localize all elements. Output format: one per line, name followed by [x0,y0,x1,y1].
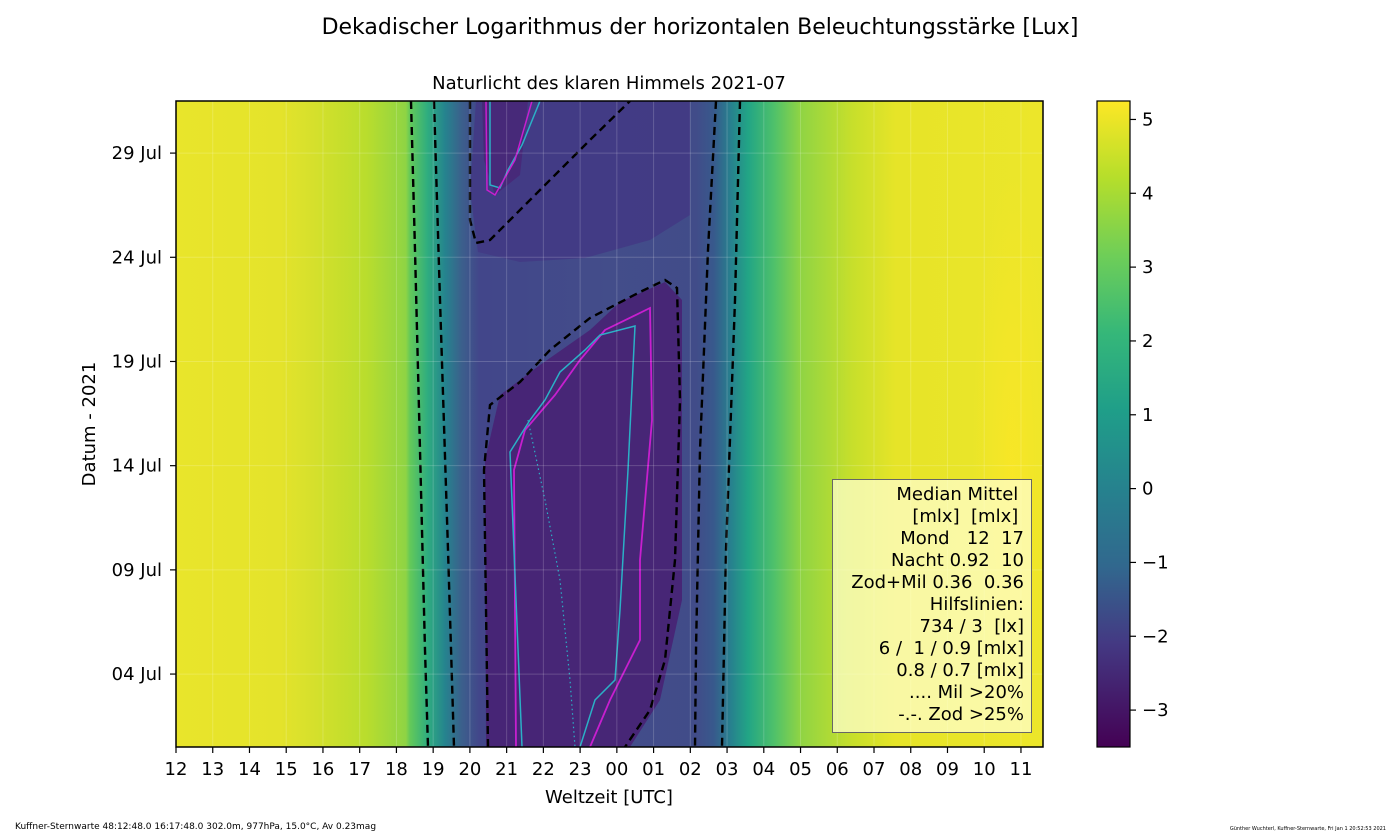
x-tick-label: 14 [238,759,261,780]
x-tick-label: 12 [165,759,188,780]
night-region-upper [470,101,690,262]
x-tick-label: 15 [275,759,298,780]
x-axis: 12 13 14 15 16 17 18 19 20 21 22 23 00 01 02 03 04 05 06 07… [165,747,1033,780]
x-tick-label: 19 [422,759,445,780]
colorbar-ticks: 5 4 3 2 1 0 −1 −2 −3 [1130,109,1169,721]
milkyway-dotted-line [527,419,576,747]
colorbar-tick-label: 4 [1142,183,1153,204]
footer-author: Günther Wuchterl, Kuffner-Sternwarte, Fr… [1229,826,1386,832]
guide-line-upper-loop [468,101,631,245]
y-tick-label: 04 Jul [112,664,162,685]
guide-line-2 [432,101,456,747]
legend-line: Hilfslinien: [929,594,1024,615]
x-tick-label: 06 [826,759,849,780]
x-tick-label: 20 [458,759,481,780]
y-axis: 04 Jul 09 Jul 14 Jul 19 Jul 24 Jul 29 Jul [112,143,176,685]
colorbar-tick-label: 1 [1142,405,1153,426]
plot-area [176,101,1043,747]
x-tick-label: 22 [532,759,555,780]
legend-line: Nacht 0.92 10 [890,550,1024,571]
y-tick-label: 09 Jul [112,560,162,581]
x-tick-label: 04 [752,759,775,780]
x-tick-label: 08 [899,759,922,780]
colorbar-tick-label: 0 [1142,479,1153,500]
chart-title: Dekadischer Logarithmus der horizontalen… [322,15,1079,40]
x-tick-label: 21 [495,759,518,780]
colorbar-tick-label: −1 [1142,552,1169,573]
colorbar-tick-label: 5 [1142,109,1153,130]
legend-line: -.-. Zod >25% [898,704,1024,725]
guide-line-4 [720,101,742,747]
y-axis-label: Datum - 2021 [79,362,100,487]
contour-magenta [513,306,653,747]
y-tick-label: 14 Jul [112,456,162,477]
x-tick-label: 03 [716,759,739,780]
night-region-lower [485,282,682,747]
x-tick-label: 13 [201,759,224,780]
legend-line: 6 / 1 / 0.9 [mlx] [878,638,1024,659]
x-tick-label: 00 [605,759,628,780]
colorbar-tick-label: 2 [1142,331,1153,352]
guide-line-lower-loop [482,278,682,747]
legend-line: 734 / 3 [lx] [919,616,1024,637]
legend-box: Median Mittel [mlx] [mlx] Mond 12 17 Nach… [832,479,1032,733]
y-tick-label: 29 Jul [112,143,162,164]
legend-line: Zod+Mil 0.36 0.36 [851,572,1024,593]
colorbar [1096,100,1131,748]
legend-line: Median Mittel [896,484,1024,505]
x-tick-label: 11 [1010,759,1033,780]
x-tick-label: 09 [936,759,959,780]
x-tick-label: 02 [679,759,702,780]
plot-frame [175,100,1044,748]
x-tick-label: 23 [569,759,592,780]
chart-subtitle: Naturlicht des klaren Himmels 2021-07 [432,73,786,94]
x-tick-label: 18 [385,759,408,780]
legend-line: .... Mil >20% [909,682,1024,703]
x-tick-label: 10 [973,759,996,780]
footer-location: Kuffner-Sternwarte 48:12:48.0 16:17:48.0… [15,822,377,832]
contour-cyan [509,325,636,747]
colorbar-tick-label: 3 [1142,257,1153,278]
x-axis-label: Weltzeit [UTC] [545,787,673,808]
legend-line: [mlx] [mlx] [912,506,1024,527]
contour-magenta-upper [485,101,533,197]
x-tick-label: 01 [642,759,665,780]
x-tick-label: 17 [348,759,371,780]
x-tick-label: 05 [789,759,812,780]
night-core-upper [482,101,528,195]
legend-line: 0.8 / 0.7 [mlx] [896,660,1024,681]
x-tick-label: 07 [863,759,886,780]
y-tick-label: 19 Jul [112,351,162,372]
x-tick-label: 16 [311,759,334,780]
y-tick-label: 24 Jul [112,247,162,268]
colorbar-tick-label: −3 [1142,700,1169,721]
legend-line: Mond 12 17 [900,528,1024,549]
colorbar-tick-label: −2 [1142,626,1169,647]
